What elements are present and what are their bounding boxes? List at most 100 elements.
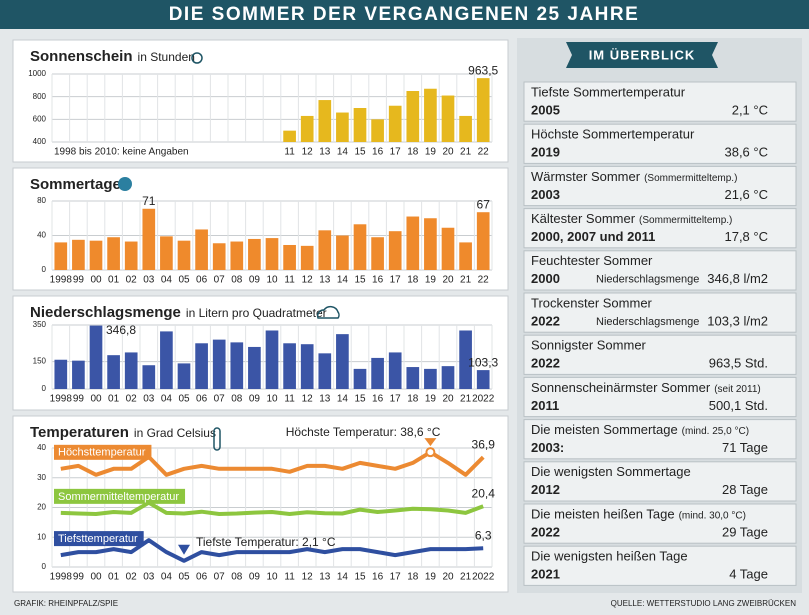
bar	[195, 229, 208, 270]
x-tick-label: 04	[161, 394, 173, 405]
bar	[54, 359, 68, 389]
y-tick-label: 0	[42, 562, 47, 571]
item-value: 500,1 Std.	[709, 398, 768, 413]
bar	[142, 208, 156, 270]
bar	[300, 115, 314, 142]
sun-icon	[118, 177, 132, 191]
x-tick-label: 12	[302, 572, 314, 583]
x-tick-label: 05	[178, 275, 190, 286]
item-year: 2022	[531, 356, 560, 371]
overview-row	[523, 461, 797, 502]
bar	[318, 230, 332, 270]
x-tick-label: 17	[390, 572, 402, 583]
x-tick-label: 14	[337, 572, 349, 583]
value-label: 963,5	[468, 63, 498, 77]
x-tick-label: 05	[178, 394, 190, 405]
x-tick-label: 15	[354, 147, 366, 158]
x-tick-label: 17	[390, 394, 402, 405]
bar	[212, 243, 226, 270]
x-tick-label: 05	[178, 572, 190, 583]
x-tick-label: 16	[372, 147, 384, 158]
bar	[459, 242, 472, 270]
x-tick-label: 07	[214, 572, 226, 583]
value-label: 20,4	[472, 486, 496, 500]
x-tick-label: 09	[249, 572, 261, 583]
bar	[107, 237, 120, 270]
x-tick-label: 22	[478, 147, 490, 158]
y-tick-label: 0	[42, 265, 47, 274]
sun-icon	[191, 52, 203, 64]
bar	[54, 242, 68, 270]
item-year: 2021	[531, 567, 560, 582]
x-tick-label: 19	[425, 394, 437, 405]
item-year: 2019	[531, 145, 560, 160]
chart-title: Sonnenschein	[30, 48, 133, 65]
legend-label: Sommermitteltemperatur	[58, 491, 179, 503]
x-tick-label: 02	[126, 275, 138, 286]
x-tick-label: 11	[284, 572, 295, 583]
x-tick-label: 22	[478, 275, 490, 286]
x-tick-label: 01	[108, 275, 120, 286]
overview-row	[523, 419, 797, 460]
bar	[406, 367, 420, 389]
chart-title: Temperaturen	[30, 424, 129, 441]
x-tick-label: 09	[249, 394, 261, 405]
x-tick-label: 21	[460, 394, 472, 405]
x-tick-label: 99	[73, 572, 85, 583]
x-tick-label: 1998	[50, 394, 73, 405]
x-tick-label: 19	[425, 147, 437, 158]
x-tick-label: 01	[108, 394, 120, 405]
bar	[476, 212, 490, 270]
x-tick-label: 14	[337, 275, 349, 286]
overview-row	[523, 292, 797, 333]
item-title: Die meisten heißen Tage	[531, 506, 675, 521]
x-tick-label: 18	[407, 147, 419, 158]
value-label: 67	[477, 197, 491, 211]
credit: GRAFIK: RHEINPFALZ/SPIE	[14, 599, 118, 608]
legend-tag	[54, 531, 144, 547]
max-marker	[425, 447, 436, 458]
bar	[72, 239, 85, 270]
bar	[160, 236, 173, 270]
overview-row	[523, 334, 797, 375]
bar	[424, 218, 437, 270]
value-label: 71	[142, 194, 156, 208]
y-tick-label: 80	[37, 196, 46, 205]
bar	[283, 343, 296, 389]
item-value: 29 Tage	[722, 524, 768, 539]
bar	[318, 100, 332, 142]
y-tick-label: 30	[37, 473, 46, 482]
x-tick-label: 11	[284, 394, 295, 405]
item-value: 17,8 °C	[724, 229, 768, 244]
bar	[248, 238, 261, 270]
value-label: 36,9	[472, 437, 496, 451]
item-value: 103,3 l/m2	[707, 313, 768, 328]
item-year: 2012	[531, 482, 560, 497]
y-tick-label: 800	[33, 92, 47, 101]
legend-tag	[54, 488, 186, 504]
thermometer-icon	[213, 427, 221, 451]
bar	[300, 344, 314, 389]
x-tick-label: 16	[372, 275, 384, 286]
bar	[212, 339, 226, 389]
item-year: 2003:	[531, 440, 564, 455]
item-title: Die wenigsten Sommertage	[531, 464, 691, 479]
item-note: (mind. 25,0 °C)	[682, 426, 749, 437]
item-title: Sonnigster Sommer	[531, 338, 647, 353]
bar	[371, 357, 384, 389]
x-tick-label: 11	[284, 275, 295, 286]
overview-row	[523, 376, 797, 418]
x-tick-label: 21	[460, 147, 472, 158]
overview-row	[523, 545, 797, 586]
item-title: Die wenigsten heißen Tage	[531, 549, 688, 564]
x-tick-label: 11	[284, 147, 295, 158]
legend-tag	[54, 444, 152, 460]
item-value: 346,8 l/m2	[707, 271, 768, 286]
bar	[424, 368, 437, 389]
x-tick-label: 16	[372, 572, 384, 583]
title-bar	[0, 0, 809, 29]
x-tick-label: 14	[337, 394, 349, 405]
item-year: 2000, 2007 und 2011	[531, 229, 655, 244]
chart-subtitle: in Stunden	[138, 50, 195, 64]
overview-row	[523, 503, 797, 544]
